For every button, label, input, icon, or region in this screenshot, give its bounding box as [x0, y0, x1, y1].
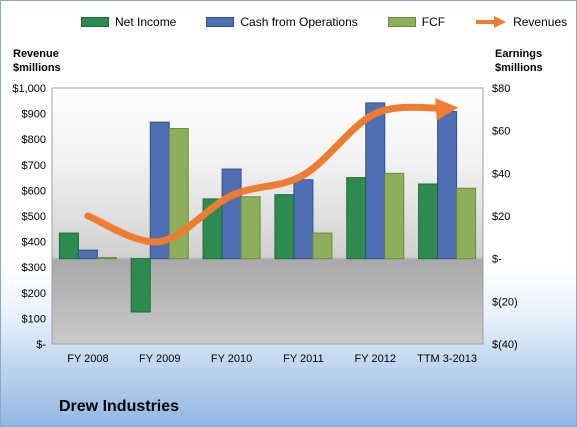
fcf-bar	[456, 187, 477, 260]
net-income-swatch	[81, 17, 109, 27]
category-label: FY 2009	[139, 353, 180, 365]
cfo-swatch	[206, 17, 235, 27]
legend-label-cfo: Cash from Operations	[240, 15, 358, 29]
left-tick-label: $1,000	[12, 83, 46, 95]
right-tick-label: $60	[492, 126, 510, 138]
right-axis: $(40) $(20) $- $20 $40 $60 $80	[492, 83, 518, 351]
left-axis-title-line2: $millions	[13, 62, 61, 74]
cash-from-operations-bar	[293, 179, 314, 260]
category-label: FY 2008	[67, 353, 108, 365]
fcf-bar	[96, 257, 117, 260]
fcf-bar	[312, 232, 333, 260]
right-axis-title: Earnings $millions	[495, 47, 543, 75]
left-tick-label: $200	[22, 288, 46, 300]
left-axis: $- $100 $200 $300 $400 $500 $600 $700 $800 $900 $1…	[12, 83, 46, 351]
legend-item-revenues: Revenues	[475, 15, 567, 29]
left-tick-label: $400	[22, 237, 46, 249]
bar-series	[58, 102, 477, 313]
category-label: FY 2012	[355, 353, 396, 365]
left-tick-label: $900	[22, 109, 46, 121]
legend-label-net-income: Net Income	[115, 15, 177, 29]
cash-from-operations-bar	[221, 168, 242, 260]
category-label: FY 2011	[283, 353, 324, 365]
fcf-bar	[168, 128, 189, 260]
right-tick-label: $(40)	[492, 339, 518, 351]
net-income-bar	[418, 183, 439, 260]
plot-area	[51, 87, 484, 345]
left-tick-label: $100	[22, 313, 46, 325]
legend-label-revenues: Revenues	[513, 15, 568, 29]
cash-from-operations-bar	[365, 102, 386, 260]
legend-label-fcf: FCF	[421, 15, 446, 29]
fcf-bar	[240, 196, 261, 260]
category-axis: FY 2008 FY 2009 FY 2010 FY 2011 FY 2012 TTM 3…	[67, 353, 477, 365]
left-tick-label: $800	[22, 134, 46, 146]
legend-item-cfo: Cash from Operations	[206, 15, 358, 29]
legend-item-fcf: FCF	[387, 15, 446, 29]
legend: Net Income Cash from Operations FCF Reve…	[81, 15, 576, 29]
right-tick-label: $-	[492, 254, 502, 266]
net-income-bar	[274, 194, 295, 260]
right-tick-label: $80	[492, 83, 510, 95]
category-label: TTM 3-2013	[417, 353, 477, 365]
right-tick-label: $20	[492, 211, 510, 223]
left-tick-label: $-	[36, 339, 46, 351]
cash-from-operations-bar	[437, 110, 458, 260]
category-label: FY 2010	[211, 353, 252, 365]
revenues-arrow-icon	[476, 16, 507, 28]
right-axis-title-line2: $millions	[495, 62, 543, 74]
company-name: Drew Industries	[59, 398, 180, 415]
net-income-bar	[346, 177, 367, 260]
legend-item-net-income: Net Income	[81, 15, 176, 29]
right-axis-title-line1: Earnings	[495, 48, 543, 60]
left-tick-label: $300	[22, 262, 46, 274]
revenue-line-layer	[84, 98, 459, 246]
cash-from-operations-bar	[77, 249, 98, 260]
fcf-bar	[384, 172, 405, 260]
right-tick-label: $40	[492, 168, 510, 180]
right-tick-label: $(20)	[492, 296, 518, 308]
fcf-swatch	[387, 17, 416, 27]
left-tick-label: $700	[22, 160, 46, 172]
left-axis-title: Revenue $millions	[13, 47, 61, 75]
left-tick-label: $600	[22, 185, 46, 197]
left-tick-label: $500	[22, 211, 46, 223]
net-income-bar	[130, 258, 151, 313]
left-axis-title-line1: Revenue	[13, 48, 59, 60]
revenues-line	[84, 98, 459, 246]
net-income-bar	[58, 232, 79, 260]
